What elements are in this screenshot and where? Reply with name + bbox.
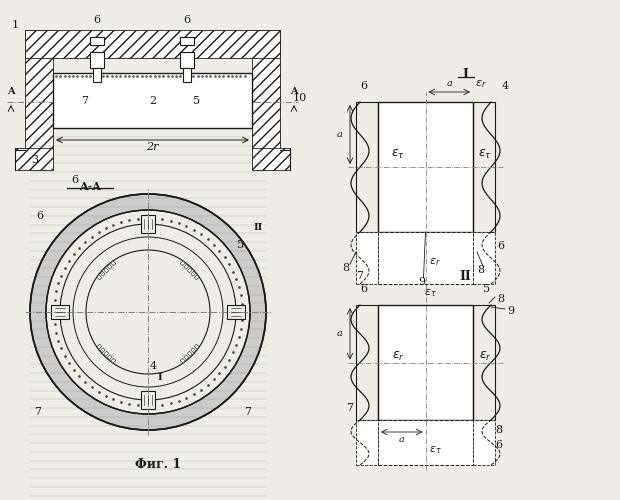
Bar [378, 305, 473, 420]
Bar [180, 260, 185, 266]
Text: 5: 5 [484, 284, 490, 294]
Bar [184, 264, 188, 269]
Text: 6: 6 [360, 284, 368, 294]
Bar [51, 305, 69, 319]
Text: 7: 7 [35, 407, 42, 417]
Bar [356, 102, 378, 232]
Text: 8: 8 [477, 265, 485, 275]
Bar [252, 148, 290, 170]
Bar [252, 30, 280, 150]
Bar [191, 272, 196, 276]
Bar [104, 351, 108, 356]
Circle shape [46, 210, 250, 414]
Bar [180, 358, 185, 364]
Text: 6: 6 [495, 440, 503, 450]
Bar [473, 305, 495, 420]
Text: a: a [337, 130, 343, 139]
Bar [111, 358, 116, 364]
Bar [25, 30, 280, 58]
Text: $\varepsilon_r$: $\varepsilon_r$ [479, 350, 492, 364]
Bar [180, 52, 194, 68]
Text: I: I [157, 374, 162, 382]
Text: II: II [459, 270, 471, 283]
Text: 7: 7 [356, 271, 363, 281]
Text: 6: 6 [94, 15, 100, 25]
Bar [194, 275, 199, 280]
Text: A: A [7, 88, 15, 96]
Text: 1: 1 [11, 20, 19, 30]
Bar [25, 30, 53, 150]
Bar [184, 355, 188, 360]
Text: 9: 9 [507, 306, 515, 316]
Bar [100, 348, 105, 352]
Bar [378, 232, 473, 284]
Text: 7: 7 [347, 403, 353, 413]
Text: $\varepsilon_\tau$: $\varepsilon_\tau$ [391, 148, 405, 160]
Text: 6: 6 [37, 211, 43, 221]
Text: a: a [399, 436, 405, 444]
Text: a: a [446, 80, 452, 88]
Bar [473, 420, 495, 465]
Bar [180, 37, 194, 45]
Text: 7: 7 [81, 96, 89, 106]
Text: 2: 2 [149, 96, 156, 106]
Bar [473, 102, 495, 232]
Bar [90, 52, 104, 68]
Text: 5: 5 [237, 240, 244, 250]
Bar [187, 351, 192, 356]
Bar [90, 37, 104, 45]
Text: 6: 6 [497, 241, 505, 251]
Bar [104, 268, 108, 273]
Text: A: A [290, 88, 298, 96]
Text: A-A: A-A [79, 180, 101, 192]
Text: 6: 6 [184, 15, 190, 25]
Bar [191, 348, 196, 352]
Bar [194, 344, 199, 349]
Bar [356, 420, 378, 465]
Bar [378, 102, 473, 232]
Text: 6: 6 [360, 81, 368, 91]
Text: $\varepsilon_r$: $\varepsilon_r$ [392, 350, 404, 364]
Circle shape [30, 194, 266, 430]
Bar [141, 391, 155, 409]
Text: 3: 3 [32, 155, 38, 165]
Text: 8: 8 [497, 294, 505, 304]
Text: a: a [337, 329, 343, 338]
Bar [227, 305, 245, 319]
Text: 4: 4 [149, 361, 157, 371]
Bar [93, 68, 101, 82]
Bar [107, 355, 112, 360]
Bar [97, 275, 102, 280]
Bar [356, 305, 378, 420]
Bar [187, 268, 192, 273]
Text: $\varepsilon_r$: $\varepsilon_r$ [429, 256, 441, 268]
Text: II: II [254, 224, 263, 232]
Bar [378, 420, 473, 465]
Bar [15, 148, 53, 170]
Text: 7: 7 [244, 407, 252, 417]
Bar [111, 260, 116, 266]
Text: 2r: 2r [146, 142, 159, 152]
Bar [141, 215, 155, 233]
Bar [107, 264, 112, 269]
Bar [100, 272, 105, 276]
Text: I: I [463, 68, 469, 80]
Text: 8: 8 [342, 263, 350, 273]
Text: Фиг. 1: Фиг. 1 [135, 458, 181, 471]
Bar [183, 68, 191, 82]
Text: 5: 5 [193, 96, 200, 106]
Text: $\varepsilon_\tau$: $\varepsilon_\tau$ [428, 444, 441, 456]
Text: 6: 6 [71, 175, 79, 185]
Text: 4: 4 [502, 81, 508, 91]
Text: 9: 9 [418, 277, 425, 287]
Text: 8: 8 [495, 425, 503, 435]
Bar [97, 344, 102, 349]
Text: $\varepsilon_r$: $\varepsilon_r$ [475, 78, 487, 90]
Text: $\varepsilon_\tau$: $\varepsilon_\tau$ [424, 287, 436, 299]
Text: 10: 10 [293, 93, 307, 103]
Bar [473, 232, 495, 284]
Bar [53, 73, 252, 128]
Text: $\varepsilon_\tau$: $\varepsilon_\tau$ [478, 148, 492, 160]
Bar [356, 232, 378, 284]
